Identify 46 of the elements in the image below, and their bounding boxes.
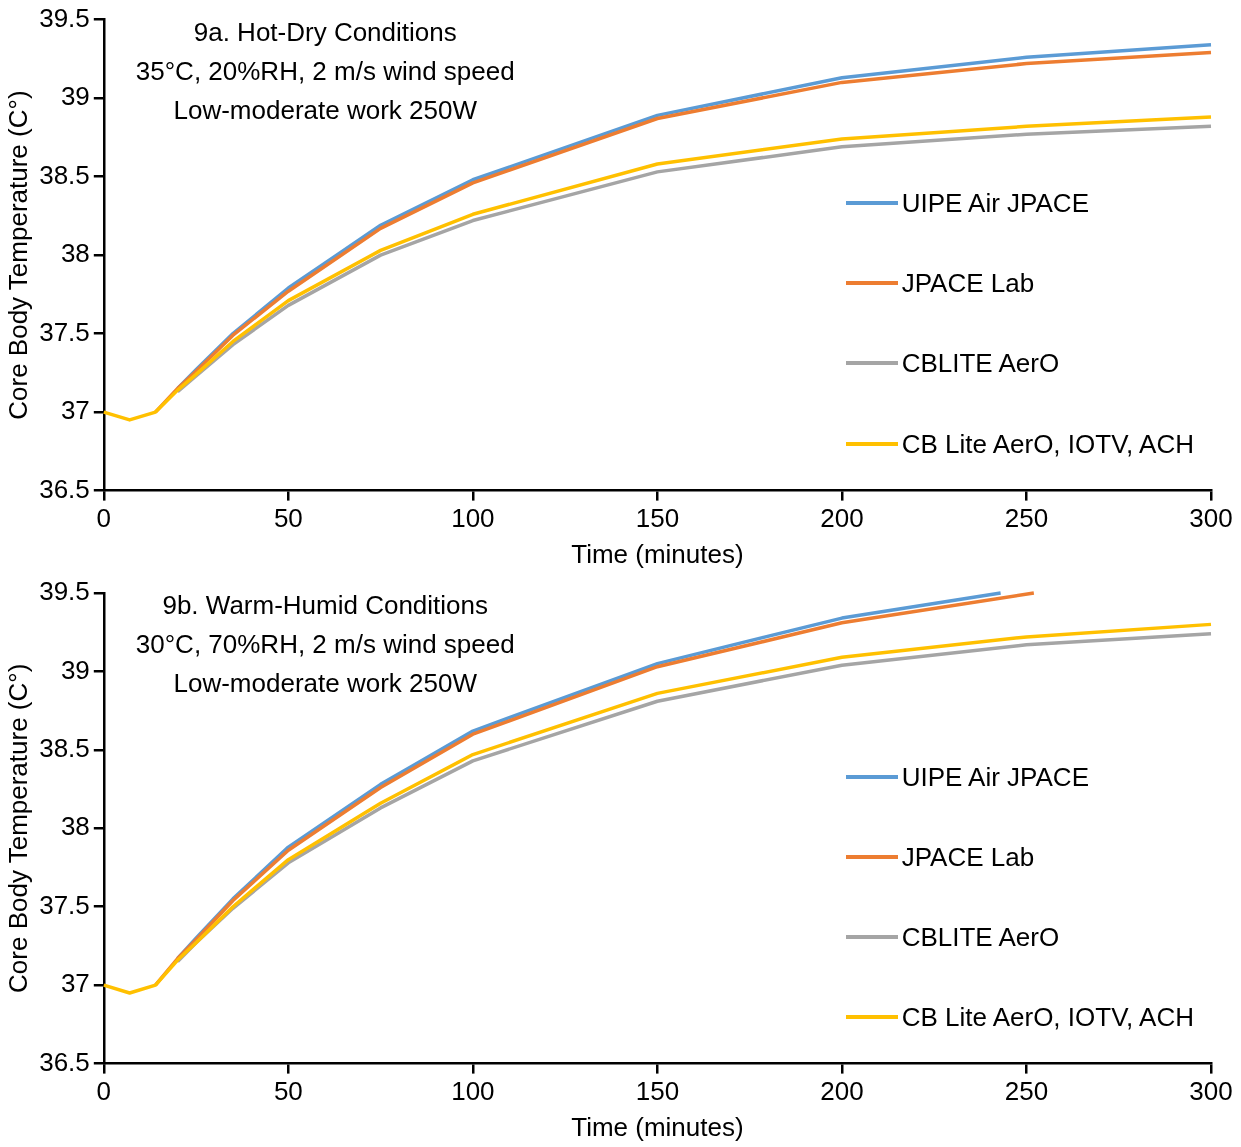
x-tick-label: 250 — [1004, 503, 1049, 534]
x-axis-title: Time (minutes) — [571, 1111, 744, 1142]
legend-label: CBLITE AerO — [901, 921, 1060, 952]
legend-label: JPACE Lab — [901, 841, 1035, 872]
x-tick-label: 0 — [96, 1076, 112, 1107]
annotation: Low-moderate work 250W — [173, 668, 477, 698]
y-tick-label: 38.5 — [39, 733, 90, 764]
x-tick-label: 200 — [820, 1076, 864, 1107]
x-tick-label: 300 — [1189, 503, 1233, 534]
y-tick-label: 37.5 — [39, 316, 90, 347]
annotation: 30°C, 70%RH, 2 m/s wind speed — [135, 629, 515, 659]
x-tick-label: 150 — [635, 503, 680, 534]
x-tick-label: 100 — [451, 503, 495, 534]
legend-label: JPACE Lab — [901, 268, 1035, 299]
x-tick-label: 0 — [96, 503, 112, 534]
annotation: 9b. Warm-Humid Conditions — [162, 590, 489, 620]
x-tick-label: 100 — [451, 1076, 495, 1107]
legend-label: UIPE Air JPACE — [901, 761, 1089, 792]
annotation: 9a. Hot-Dry Conditions — [193, 16, 457, 47]
y-tick-label: 37.5 — [39, 889, 90, 920]
y-axis-title: Core Body Temperature (C°) — [2, 90, 33, 420]
x-tick-label: 50 — [273, 503, 303, 534]
y-tick-label: 39.5 — [39, 2, 90, 33]
x-axis-title: Time (minutes) — [571, 538, 744, 569]
x-tick-label: 250 — [1004, 1076, 1049, 1107]
annotation: Low-moderate work 250W — [173, 94, 477, 125]
x-tick-label: 200 — [820, 503, 864, 534]
legend-label: CB Lite AerO, IOTV, ACH — [901, 428, 1194, 459]
y-tick-label: 39 — [60, 654, 90, 685]
y-tick-label: 37 — [60, 395, 90, 426]
y-tick-label: 39 — [60, 81, 90, 112]
y-tick-label: 36.5 — [39, 473, 90, 504]
y-tick-label: 39.5 — [39, 576, 90, 607]
y-tick-label: 38 — [60, 811, 90, 842]
legend-label: CBLITE AerO — [901, 348, 1060, 379]
x-tick-label: 300 — [1189, 1076, 1233, 1107]
y-tick-label: 38.5 — [39, 159, 90, 190]
y-tick-label: 38 — [60, 238, 90, 269]
annotation: 35°C, 20%RH, 2 m/s wind speed — [135, 55, 515, 86]
legend-label: CB Lite AerO, IOTV, ACH — [901, 1001, 1194, 1032]
y-axis-title: Core Body Temperature (C°) — [2, 663, 33, 993]
x-tick-label: 50 — [273, 1076, 303, 1107]
x-tick-label: 150 — [635, 1076, 680, 1107]
y-tick-label: 36.5 — [39, 1046, 90, 1077]
legend-label: UIPE Air JPACE — [901, 188, 1089, 219]
y-tick-label: 37 — [60, 968, 90, 999]
